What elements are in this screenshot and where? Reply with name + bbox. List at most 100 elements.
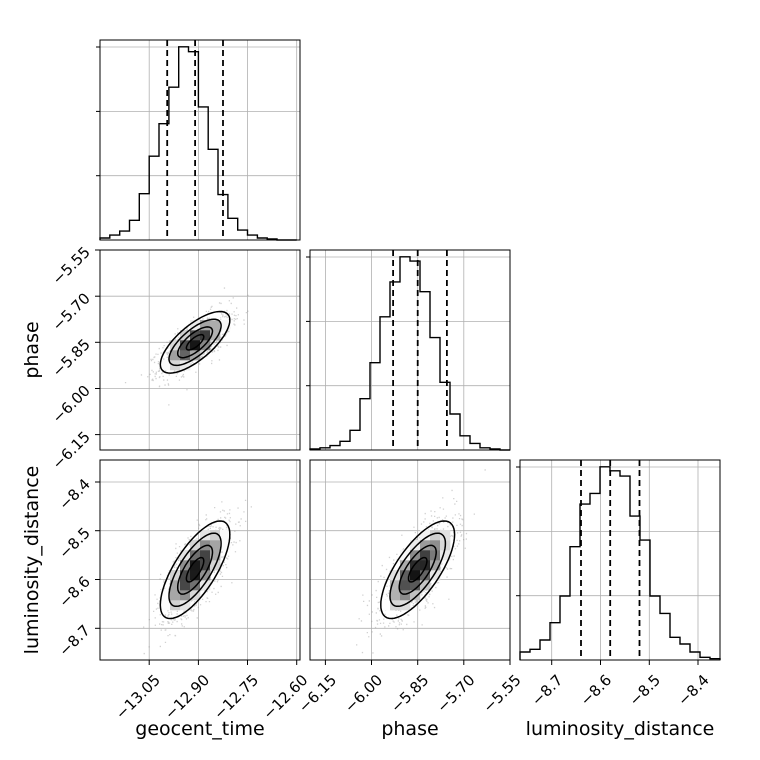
density-cell: [200, 330, 211, 341]
density-cell: [170, 600, 181, 611]
panel-frame: [309, 459, 511, 661]
histogram-line-luminosity_distance: [519, 466, 721, 660]
density-cell: [210, 310, 221, 321]
density-cell: [430, 540, 441, 551]
contour-level-3: [380, 520, 456, 620]
y-tick-label-luminosity_distance: −8.4: [55, 475, 93, 513]
histogram-line-geocent_time: [99, 46, 297, 241]
y-tick-label-luminosity_distance: −8.6: [55, 573, 93, 611]
density-cell: [190, 320, 201, 331]
x-axis-label-phase: phase: [381, 718, 438, 740]
density-cell: [200, 560, 211, 571]
density-cell: [410, 580, 421, 591]
density-cell: [220, 530, 231, 541]
panel-frame: [99, 459, 301, 661]
density-cell: [160, 590, 171, 601]
density-cell: [180, 570, 191, 581]
density-cell: [190, 340, 201, 351]
density-cell: [210, 550, 221, 561]
density-cell: [210, 540, 221, 551]
x-tick-label-luminosity_distance: −8.6: [577, 671, 615, 709]
density-cell: [430, 530, 441, 541]
y-axis-label-luminosity_distance: luminosity_distance: [21, 466, 43, 655]
density-cell: [420, 540, 431, 551]
density-cell: [200, 570, 211, 581]
density-cell: [210, 320, 221, 331]
x-tick-label-luminosity_distance: −8.7: [528, 671, 566, 709]
density-cell: [170, 580, 181, 591]
histogram-panel-phase: [306, 249, 511, 451]
density-cell: [430, 570, 441, 581]
y-tick-label-luminosity_distance: −8.7: [55, 621, 93, 659]
density-cell: [190, 550, 201, 561]
density-cell: [180, 360, 191, 371]
x-tick-label-phase: −5.55: [480, 671, 525, 716]
y-tick-label-phase: −5.55: [49, 243, 94, 288]
density-cell: [190, 580, 201, 591]
density-cell: [410, 590, 421, 601]
x-tick-label-geocent_time: −12.75: [210, 671, 262, 723]
density-cell: [400, 550, 411, 561]
y-tick-label-phase: −6.00: [49, 382, 94, 427]
x-tick-label-phase: −5.85: [387, 671, 432, 716]
density-cell: [400, 590, 411, 601]
scatter-panel-geocent_time-phase: [99, 249, 301, 451]
density-cell: [220, 540, 231, 551]
density-cell: [190, 330, 201, 341]
density-cell: [210, 330, 221, 341]
x-tick-label-geocent_time: −13.05: [112, 671, 164, 723]
x-tick-label-phase: −5.70: [433, 671, 478, 716]
density-cell: [380, 600, 391, 611]
density-cell: [200, 530, 211, 541]
density-cell: [420, 570, 431, 581]
contour-level-1: [398, 544, 437, 595]
density-cell: [410, 540, 421, 551]
density-cell: [420, 550, 431, 561]
panel-frame: [519, 459, 721, 661]
density-cell: [160, 600, 171, 611]
panel-frame: [99, 39, 301, 241]
y-axis-label-phase: phase: [21, 321, 43, 378]
contour-level-2: [168, 318, 222, 367]
x-tick-label-luminosity_distance: −8.4: [674, 671, 712, 709]
histogram-panel-luminosity_distance: [516, 459, 721, 661]
contour-level-1: [176, 326, 214, 359]
panel-frame: [99, 249, 301, 451]
contour-level-0: [407, 556, 428, 583]
density-cell: [210, 530, 221, 541]
y-tick-label-phase: −5.70: [49, 289, 94, 334]
density-cell: [200, 580, 211, 591]
density-cell: [410, 570, 421, 581]
density-cell: [180, 600, 191, 611]
density-cell: [170, 350, 181, 361]
contour-level-2: [168, 532, 222, 608]
density-cell: [420, 560, 431, 571]
density-cell: [180, 350, 191, 361]
density-cell: [420, 530, 431, 541]
y-tick-label-luminosity_distance: −8.5: [55, 524, 93, 562]
density-cell: [190, 350, 201, 361]
contour-level-1: [176, 544, 214, 595]
density-cell: [180, 590, 191, 601]
contour-level-3: [159, 310, 231, 374]
x-axis-label-geocent_time: geocent_time: [135, 718, 264, 740]
density-cell: [390, 590, 401, 601]
scatter-panel-geocent_time-luminosity_distance: [99, 459, 301, 661]
contour-level-0: [185, 333, 205, 351]
density-cell: [190, 570, 201, 581]
density-cell: [420, 580, 431, 591]
density-cell: [400, 570, 411, 581]
x-tick-label-geocent_time: −12.90: [161, 671, 213, 723]
scatter-panel-phase-luminosity_distance: [309, 459, 511, 661]
density-cell: [170, 590, 181, 601]
x-tick-label-phase: −6.00: [341, 671, 386, 716]
density-cell: [440, 530, 451, 541]
x-axis-label-luminosity_distance: luminosity_distance: [526, 718, 715, 740]
density-cell: [180, 340, 191, 351]
density-cell: [160, 360, 171, 371]
x-tick-label-luminosity_distance: −8.5: [626, 671, 664, 709]
density-cell: [200, 320, 211, 331]
density-cell: [180, 580, 191, 591]
contour-level-0: [185, 556, 205, 583]
